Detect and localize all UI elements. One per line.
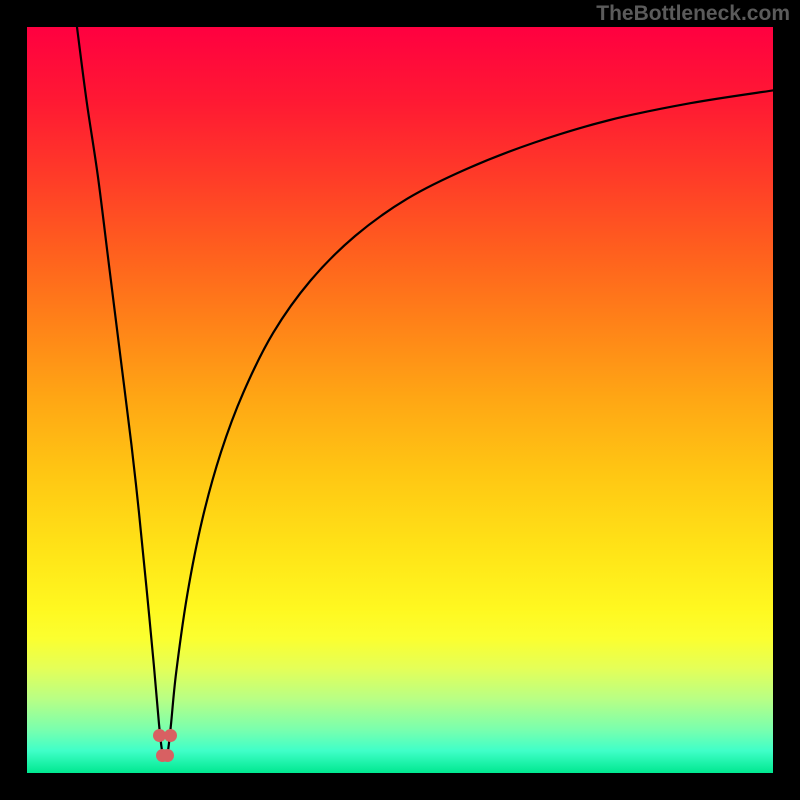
bottleneck-curve (27, 27, 773, 773)
min-marker (161, 749, 174, 762)
curve-path (77, 27, 773, 760)
watermark-text: TheBottleneck.com (596, 2, 790, 26)
min-marker (164, 729, 177, 742)
plot-area (27, 27, 773, 773)
chart-container: TheBottleneck.com (0, 0, 800, 800)
